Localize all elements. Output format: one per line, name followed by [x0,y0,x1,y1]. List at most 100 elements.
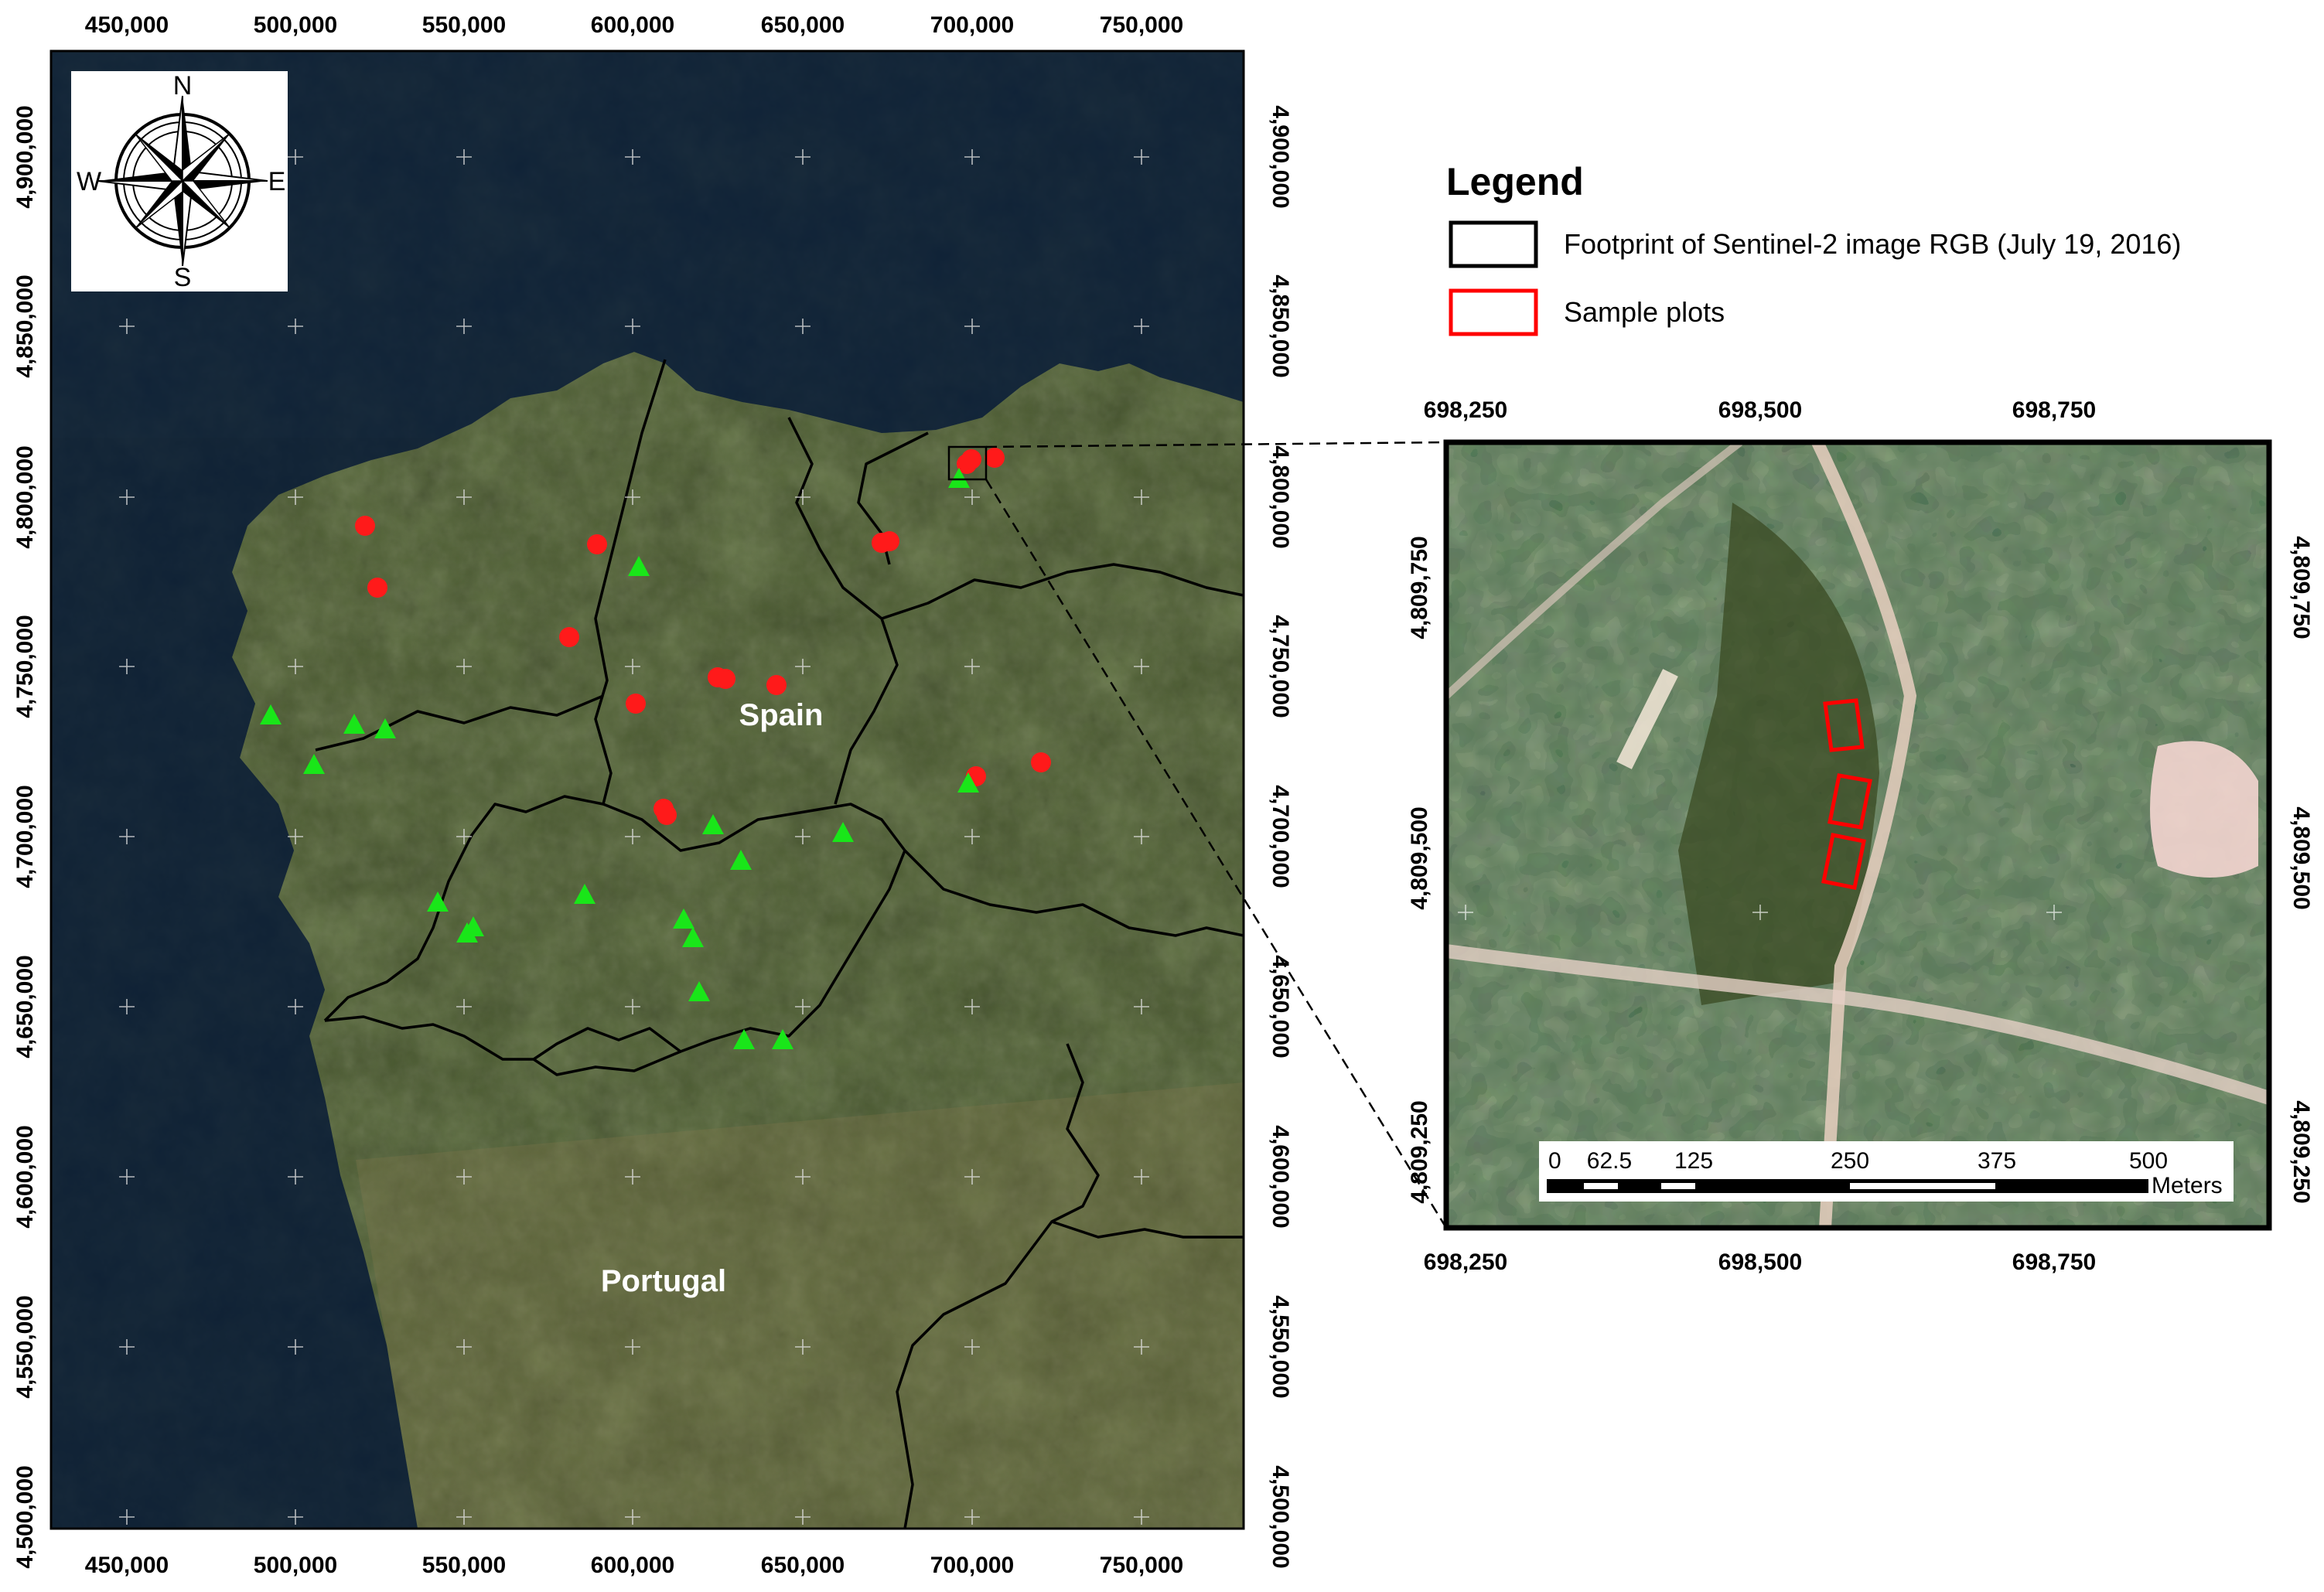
compass-s: S [174,263,192,292]
plot-triangle-marker [374,718,396,738]
main-y-tick-label-right: 4,700,000 [1268,785,1293,888]
plot-triangle-marker [462,916,484,936]
main-map: Spain Portugal 450,000 500,000 550,000 600,… [12,12,1293,1578]
main-y-tick-label-left: 4,650,000 [12,955,38,1058]
boundary-east-3 [903,849,1244,937]
main-x-tick-label-bottom: 500,000 [254,1553,337,1578]
main-y-tick-label-left: 4,550,000 [12,1295,38,1398]
main-x-tick-label-bottom: 700,000 [930,1553,1014,1578]
inset-x-tick-label-bottom: 698,250 [1424,1249,1507,1275]
plot-circle-marker [715,669,735,689]
inset-y-tick-label-left: 4,809,500 [1407,806,1432,909]
plot-triangle-marker [303,754,325,774]
scale-bar-label: 0 [1548,1148,1561,1174]
main-x-tick-label-top: 750,000 [1100,12,1183,38]
plot-triangle-marker [673,908,694,929]
boundary-east-1 [787,417,899,805]
sample-plot-1 [1823,698,1865,752]
inset-y-ticks-left: 4,809,750 4,809,500 4,809,250 [1407,536,1432,1203]
footprint-box [947,445,988,481]
plot-circle-marker [587,534,607,554]
main-x-tick-label-bottom: 650,000 [761,1553,845,1578]
legend-swatch-footprint [1449,220,1538,268]
scale-bar: 0 62.5 125 250 375 500 Meters [1539,1141,2234,1202]
plot-circle-marker [1031,752,1051,772]
inset-x-tick-label-bottom: 698,750 [2012,1249,2096,1275]
main-y-ticks-left: 4,900,000 4,850,000 4,800,000 4,750,000 4,70… [12,105,38,1568]
inset-y-tick-label-left: 4,809,750 [1407,536,1432,639]
main-x-tick-label-bottom: 750,000 [1100,1553,1183,1578]
main-y-tick-label-left: 4,800,000 [12,445,38,548]
compass-star-icon [97,95,268,267]
inset-x-tick-label-top: 698,250 [1424,397,1507,423]
inset-x-tick-label-top: 698,750 [2012,397,2096,423]
main-y-tick-label-left: 4,700,000 [12,785,38,888]
sample-plot-3 [1821,833,1866,890]
main-y-tick-label-right: 4,800,000 [1268,445,1293,548]
plot-triangle-marker [702,814,724,834]
plot-triangle-marker [730,850,752,870]
main-map-frame [49,49,1245,1530]
main-y-tick-label-left: 4,600,000 [12,1125,38,1228]
inset-x-ticks-bottom: 698,250 698,500 698,750 [1424,1249,2096,1275]
sample-plot-2 [1827,773,1872,830]
scale-bar-label: 62.5 [1587,1148,1632,1174]
scale-bar-labels: 0 62.5 125 250 375 500 [1548,1148,2168,1174]
main-x-tick-label-bottom: 550,000 [422,1553,506,1578]
main-y-tick-label-left: 4,750,000 [12,615,38,718]
plot-circle-marker [559,627,579,647]
scale-bar-label: 500 [2129,1148,2168,1174]
compass-n: N [173,71,193,101]
main-x-tick-label-top: 650,000 [761,12,845,38]
inset-graticule [1458,905,2062,920]
main-x-tick-label-bottom: 600,000 [591,1553,674,1578]
inset-x-tick-label-top: 698,500 [1718,397,1802,423]
compass-e: E [268,167,286,196]
zoom-connectors [985,441,1448,1229]
plot-triangle-marker [343,714,365,734]
inset-y-tick-label-right: 4,809,750 [2288,536,2314,639]
boundary-galicia-east [594,359,667,805]
scale-bar-label: 250 [1831,1148,1869,1174]
plot-circles [355,448,1051,825]
compass-w: W [77,167,101,196]
plot-triangle-marker [688,981,710,1001]
boundary-province-2 [323,795,604,1022]
boundary-province-1 [315,694,604,752]
legend-title: Legend [1446,160,1584,203]
plot-triangle-marker [832,822,854,842]
main-x-tick-label-top: 700,000 [930,12,1014,38]
main-y-tick-label-left: 4,850,000 [12,274,38,377]
main-x-tick-label-top: 500,000 [254,12,337,38]
main-x-tick-label-top: 450,000 [85,12,169,38]
plot-circle-marker [367,578,387,598]
boundary-galicia-south [533,803,906,1061]
plot-triangle-marker [682,927,704,947]
plot-triangle-marker [957,772,979,793]
label-portugal: Portugal [601,1264,726,1298]
plot-circle-marker [985,448,1005,468]
inset-y-tick-label-right: 4,809,250 [2288,1100,2314,1203]
plot-circle-marker [657,805,677,825]
main-y-tick-label-right: 4,900,000 [1268,105,1293,208]
scale-bar-label: 375 [1978,1148,2016,1174]
plot-triangle-marker [260,704,282,724]
plot-circle-marker [766,675,787,695]
main-x-ticks-bottom: 450,000 500,000 550,000 600,000 650,000 700,0… [85,1553,1183,1578]
plot-triangle-marker [574,884,596,904]
inset-map: 0 62.5 125 250 375 500 Meters 698,250 698,500 6… [1407,397,2314,1275]
boundary-east-5 [1051,1220,1244,1239]
main-x-ticks-top: 450,000 500,000 550,000 600,000 650,000 700,0… [85,12,1183,38]
plot-triangle-marker [772,1029,793,1049]
legend-label-sample-plots: Sample plots [1564,296,1725,328]
main-y-tick-label-left: 4,900,000 [12,105,38,208]
inset-frame [1443,439,2272,1231]
legend: Legend Footprint of Sentinel-2 image RGB… [1446,160,2181,336]
inset-sample-plots [1821,698,1872,890]
inset-y-ticks-right: 4,809,750 4,809,500 4,809,250 [2288,536,2314,1203]
main-x-tick-label-top: 600,000 [591,12,674,38]
inset-x-ticks-top: 698,250 698,500 698,750 [1424,397,2096,423]
boundary-portugal-east [896,1043,1100,1529]
plot-triangle-marker [427,891,449,912]
legend-swatch-sample-plots [1449,288,1538,336]
